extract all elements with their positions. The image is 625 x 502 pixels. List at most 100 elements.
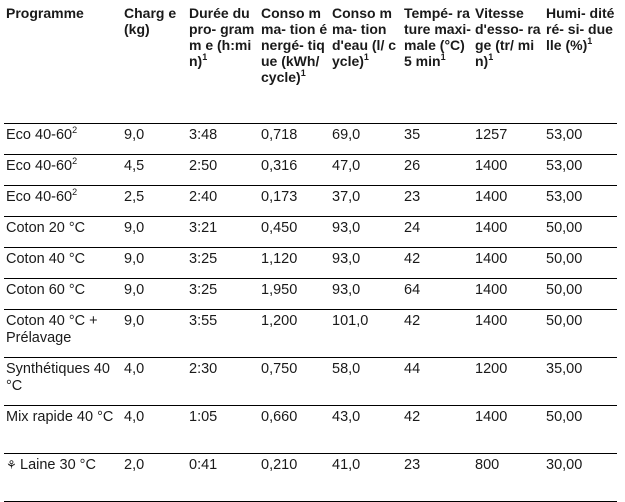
cell-temp: 42 xyxy=(402,247,473,279)
cell-charge: 9,0 xyxy=(122,123,187,155)
cell-vitesse: 1400 xyxy=(473,154,544,186)
cell-programme: Coton 60 °C xyxy=(4,278,122,310)
cell-duree: 1:05 xyxy=(187,405,259,454)
cell-charge: 9,0 xyxy=(122,216,187,248)
cell-temp: 24 xyxy=(402,216,473,248)
cell-programme: ⚘ Laine 30 °C xyxy=(4,453,122,502)
cell-programme: Mix rapide 40 °C xyxy=(4,405,122,454)
header-eau: Conso mma- tion d'eau (l/ cycle)1 xyxy=(330,2,402,124)
cell-charge: 9,0 xyxy=(122,278,187,310)
cell-temp: 64 xyxy=(402,278,473,310)
cell-vitesse: 1400 xyxy=(473,405,544,454)
cell-charge: 4,5 xyxy=(122,154,187,186)
cell-charge: 2,5 xyxy=(122,185,187,217)
cell-programme: Synthétiques 40 °C xyxy=(4,357,122,406)
wool-hand-wash-icon: ⚘ xyxy=(6,457,17,472)
cell-charge: 9,0 xyxy=(122,309,187,358)
cell-energie: 0,750 xyxy=(259,357,330,406)
cell-charge: 4,0 xyxy=(122,357,187,406)
cell-temp: 44 xyxy=(402,357,473,406)
table-row: Synthétiques 40 °C 4,0 2:30 0,750 58,0 44 1200… xyxy=(4,357,617,406)
cell-duree: 3:21 xyxy=(187,216,259,248)
header-charge: Charg e (kg) xyxy=(122,2,187,124)
cell-temp: 26 xyxy=(402,154,473,186)
header-energie: Conso mma- tion énergé- tique (kWh/ cycl… xyxy=(259,2,330,124)
cell-charge: 9,0 xyxy=(122,247,187,279)
cell-duree: 3:48 xyxy=(187,123,259,155)
cell-temp: 35 xyxy=(402,123,473,155)
cell-programme: Eco 40-602 xyxy=(4,185,122,217)
cell-programme: Coton 40 °C xyxy=(4,247,122,279)
table-row: Eco 40-602 4,5 2:50 0,316 47,0 26 1400 53,00 xyxy=(4,154,617,186)
cell-charge: 4,0 xyxy=(122,405,187,454)
cell-humidite: 50,00 xyxy=(544,405,617,454)
cell-duree: 0:41 xyxy=(187,453,259,502)
cell-duree: 3:25 xyxy=(187,278,259,310)
cell-energie: 0,660 xyxy=(259,405,330,454)
cell-eau: 43,0 xyxy=(330,405,402,454)
cell-temp: 23 xyxy=(402,453,473,502)
cell-eau: 93,0 xyxy=(330,247,402,279)
programme-table: Programme Charg e (kg) Durée du pro- gra… xyxy=(4,2,617,502)
header-humidite: Humi- dité ré- si- duelle (%)1 xyxy=(544,2,617,124)
table-row: ⚘ Laine 30 °C 2,0 0:41 0,210 41,0 23 800 30,00 xyxy=(4,453,617,502)
cell-programme: Coton 20 °C xyxy=(4,216,122,248)
cell-humidite: 35,00 xyxy=(544,357,617,406)
cell-duree: 2:50 xyxy=(187,154,259,186)
cell-vitesse: 1257 xyxy=(473,123,544,155)
table-row: Coton 40 °C 9,0 3:25 1,120 93,0 42 1400 50,00 xyxy=(4,247,617,279)
table-row: Coton 20 °C 9,0 3:21 0,450 93,0 24 1400 50,00 xyxy=(4,216,617,248)
cell-energie: 1,950 xyxy=(259,278,330,310)
cell-vitesse: 800 xyxy=(473,453,544,502)
cell-duree: 3:25 xyxy=(187,247,259,279)
cell-vitesse: 1400 xyxy=(473,247,544,279)
table-row: Mix rapide 40 °C 4,0 1:05 0,660 43,0 42 1400 50… xyxy=(4,405,617,454)
header-vitesse: Vitesse d'esso- rage (tr/ min)1 xyxy=(473,2,544,124)
cell-energie: 1,200 xyxy=(259,309,330,358)
cell-vitesse: 1400 xyxy=(473,216,544,248)
cell-programme: Eco 40-602 xyxy=(4,123,122,155)
cell-humidite: 53,00 xyxy=(544,123,617,155)
cell-vitesse: 1400 xyxy=(473,185,544,217)
cell-eau: 93,0 xyxy=(330,278,402,310)
cell-eau: 41,0 xyxy=(330,453,402,502)
cell-vitesse: 1400 xyxy=(473,278,544,310)
cell-humidite: 50,00 xyxy=(544,278,617,310)
header-temperature: Tempé- rature maxi- male (°C) 5 min1 xyxy=(402,2,473,124)
cell-eau: 69,0 xyxy=(330,123,402,155)
cell-eau: 93,0 xyxy=(330,216,402,248)
table-row: Eco 40-602 9,0 3:48 0,718 69,0 35 1257 53,00 xyxy=(4,123,617,155)
cell-charge: 2,0 xyxy=(122,453,187,502)
cell-energie: 0,450 xyxy=(259,216,330,248)
cell-temp: 42 xyxy=(402,405,473,454)
cell-temp: 23 xyxy=(402,185,473,217)
cell-energie: 0,210 xyxy=(259,453,330,502)
cell-energie: 0,718 xyxy=(259,123,330,155)
table-row: Eco 40-602 2,5 2:40 0,173 37,0 23 1400 53,00 xyxy=(4,185,617,217)
cell-temp: 42 xyxy=(402,309,473,358)
cell-duree: 3:55 xyxy=(187,309,259,358)
table-row: Coton 60 °C 9,0 3:25 1,950 93,0 64 1400 50,00 xyxy=(4,278,617,310)
cell-humidite: 50,00 xyxy=(544,247,617,279)
cell-energie: 0,173 xyxy=(259,185,330,217)
cell-humidite: 30,00 xyxy=(544,453,617,502)
cell-duree: 2:30 xyxy=(187,357,259,406)
cell-programme: Coton 40 °C + Prélavage xyxy=(4,309,122,358)
cell-eau: 37,0 xyxy=(330,185,402,217)
cell-energie: 1,120 xyxy=(259,247,330,279)
cell-eau: 47,0 xyxy=(330,154,402,186)
cell-eau: 58,0 xyxy=(330,357,402,406)
cell-energie: 0,316 xyxy=(259,154,330,186)
cell-humidite: 53,00 xyxy=(544,154,617,186)
cell-duree: 2:40 xyxy=(187,185,259,217)
cell-humidite: 50,00 xyxy=(544,309,617,358)
table-row: Coton 40 °C + Prélavage 9,0 3:55 1,200 101,0… xyxy=(4,309,617,358)
header-programme: Programme xyxy=(4,2,122,124)
cell-eau: 101,0 xyxy=(330,309,402,358)
cell-vitesse: 1400 xyxy=(473,309,544,358)
header-duree: Durée du pro- gramm e (h:min)1 xyxy=(187,2,259,124)
cell-humidite: 53,00 xyxy=(544,185,617,217)
cell-programme: Eco 40-602 xyxy=(4,154,122,186)
cell-vitesse: 1200 xyxy=(473,357,544,406)
header-row: Programme Charg e (kg) Durée du pro- gra… xyxy=(4,2,617,124)
